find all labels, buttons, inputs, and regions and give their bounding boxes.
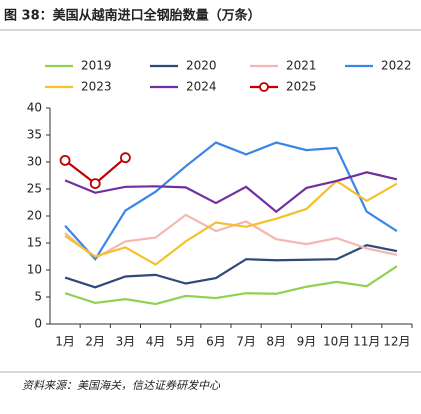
legend-label: 2021: [286, 59, 317, 73]
y-tick-label: 15: [27, 236, 42, 250]
series-line: [64, 141, 398, 262]
x-tick-label: 2月: [85, 335, 105, 349]
y-tick-label: 20: [27, 209, 42, 223]
x-tick-label: 4月: [146, 335, 166, 349]
source-note: 资料来源：美国海关，信达证券研发中心: [22, 379, 221, 392]
chart-title: 图 38：美国从越南进口全钢胎数量（万条）: [4, 8, 261, 24]
y-tick-label: 25: [27, 182, 42, 196]
x-tick-label: 7月: [236, 335, 256, 349]
legend-label: 2024: [186, 80, 217, 94]
y-tick-label: 0: [34, 317, 42, 331]
series-line: [64, 244, 398, 289]
series-line: [64, 171, 398, 214]
series-line: [64, 179, 398, 266]
x-tick-label: 6月: [206, 335, 226, 349]
x-tick-label: 5月: [176, 335, 196, 349]
series-line: [64, 265, 398, 306]
x-tick-label: 12月: [383, 335, 410, 349]
x-tick-label: 3月: [116, 335, 136, 349]
y-tick-label: 10: [27, 263, 42, 277]
point-marker: [59, 154, 71, 166]
y-tick-label: 40: [27, 101, 42, 115]
x-tick-label: 11月: [353, 335, 380, 349]
legend-label: 2022: [381, 59, 412, 73]
legend-label: 2020: [186, 59, 217, 73]
series-line: [64, 213, 398, 260]
x-tick-label: 10月: [323, 335, 350, 349]
y-tick-label: 5: [34, 290, 42, 304]
point-marker: [120, 152, 131, 164]
y-tick-label: 30: [27, 155, 42, 169]
x-tick-label: 1月: [55, 335, 75, 349]
legend-label: 2023: [81, 80, 112, 94]
legend-label: 2019: [81, 59, 112, 73]
legend-label: 2025: [286, 80, 317, 94]
y-tick-label: 35: [27, 128, 42, 142]
point-marker: [89, 178, 101, 190]
x-tick-label: 9月: [297, 335, 317, 349]
legend-marker: [259, 82, 269, 92]
x-tick-label: 8月: [266, 335, 286, 349]
